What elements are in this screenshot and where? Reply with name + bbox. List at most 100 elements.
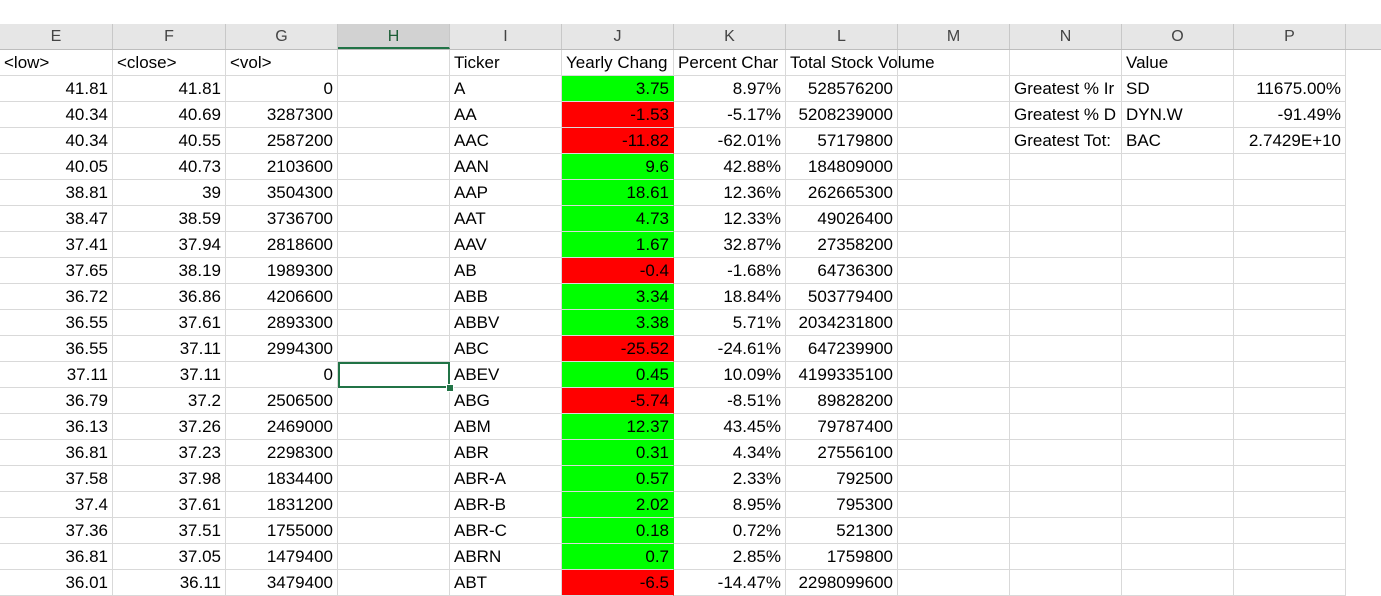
cell-j-8[interactable]: -0.4 — [562, 258, 674, 284]
cell-p-8[interactable] — [1234, 258, 1346, 284]
cell-p-9[interactable] — [1234, 284, 1346, 310]
cell-e-17[interactable]: 37.4 — [0, 492, 113, 518]
column-header-g[interactable]: G — [226, 24, 338, 49]
cell-k-13[interactable]: -8.51% — [674, 388, 786, 414]
cell-p-2[interactable]: -91.49% — [1234, 102, 1346, 128]
cell-k-11[interactable]: -24.61% — [674, 336, 786, 362]
cell-l-11[interactable]: 647239900 — [786, 336, 898, 362]
cell-f-15[interactable]: 37.23 — [113, 440, 226, 466]
cell-g-1[interactable]: 0 — [226, 76, 338, 102]
cell-e-7[interactable]: 37.41 — [0, 232, 113, 258]
cell-k-20[interactable]: -14.47% — [674, 570, 786, 596]
cell-o-1[interactable]: SD — [1122, 76, 1234, 102]
cell-i-14[interactable]: ABM — [450, 414, 562, 440]
cell-n-11[interactable] — [1010, 336, 1122, 362]
cell-h-11[interactable] — [338, 336, 450, 362]
cell-n-19[interactable] — [1010, 544, 1122, 570]
cell-f-3[interactable]: 40.55 — [113, 128, 226, 154]
header-cell-j[interactable]: Yearly Chang — [562, 50, 674, 76]
cell-p-17[interactable] — [1234, 492, 1346, 518]
cell-l-14[interactable]: 79787400 — [786, 414, 898, 440]
cell-h-18[interactable] — [338, 518, 450, 544]
cell-o-4[interactable] — [1122, 154, 1234, 180]
cell-m-14[interactable] — [898, 414, 1010, 440]
cell-o-18[interactable] — [1122, 518, 1234, 544]
cell-m-3[interactable] — [898, 128, 1010, 154]
cell-p-19[interactable] — [1234, 544, 1346, 570]
cell-f-4[interactable]: 40.73 — [113, 154, 226, 180]
cell-h-15[interactable] — [338, 440, 450, 466]
cell-p-3[interactable]: 2.7429E+10 — [1234, 128, 1346, 154]
column-header-h[interactable]: H — [338, 24, 450, 49]
cell-j-10[interactable]: 3.38 — [562, 310, 674, 336]
cell-f-16[interactable]: 37.98 — [113, 466, 226, 492]
cell-l-7[interactable]: 27358200 — [786, 232, 898, 258]
cell-e-12[interactable]: 37.11 — [0, 362, 113, 388]
cell-o-6[interactable] — [1122, 206, 1234, 232]
cell-h-16[interactable] — [338, 466, 450, 492]
column-header-m[interactable]: M — [898, 24, 1010, 49]
cell-i-3[interactable]: AAC — [450, 128, 562, 154]
cell-m-1[interactable] — [898, 76, 1010, 102]
cell-i-16[interactable]: ABR-A — [450, 466, 562, 492]
cell-n-17[interactable] — [1010, 492, 1122, 518]
cell-l-3[interactable]: 57179800 — [786, 128, 898, 154]
cell-g-7[interactable]: 2818600 — [226, 232, 338, 258]
cell-f-12[interactable]: 37.11 — [113, 362, 226, 388]
cell-h-1[interactable] — [338, 76, 450, 102]
cell-e-1[interactable]: 41.81 — [0, 76, 113, 102]
cell-k-18[interactable]: 0.72% — [674, 518, 786, 544]
column-header-e[interactable]: E — [0, 24, 113, 49]
cell-k-19[interactable]: 2.85% — [674, 544, 786, 570]
cell-j-9[interactable]: 3.34 — [562, 284, 674, 310]
cell-p-20[interactable] — [1234, 570, 1346, 596]
cell-m-19[interactable] — [898, 544, 1010, 570]
cell-j-19[interactable]: 0.7 — [562, 544, 674, 570]
cell-n-10[interactable] — [1010, 310, 1122, 336]
cell-l-9[interactable]: 503779400 — [786, 284, 898, 310]
cell-h-20[interactable] — [338, 570, 450, 596]
column-header-n[interactable]: N — [1010, 24, 1122, 49]
cell-o-14[interactable] — [1122, 414, 1234, 440]
cell-m-2[interactable] — [898, 102, 1010, 128]
cell-i-13[interactable]: ABG — [450, 388, 562, 414]
cell-i-17[interactable]: ABR-B — [450, 492, 562, 518]
cell-h-19[interactable] — [338, 544, 450, 570]
cell-n-20[interactable] — [1010, 570, 1122, 596]
cell-k-6[interactable]: 12.33% — [674, 206, 786, 232]
cell-f-1[interactable]: 41.81 — [113, 76, 226, 102]
cell-p-6[interactable] — [1234, 206, 1346, 232]
cell-m-18[interactable] — [898, 518, 1010, 544]
cell-p-13[interactable] — [1234, 388, 1346, 414]
header-cell-k[interactable]: Percent Char — [674, 50, 786, 76]
cell-p-5[interactable] — [1234, 180, 1346, 206]
column-header-f[interactable]: F — [113, 24, 226, 49]
cell-i-8[interactable]: AB — [450, 258, 562, 284]
cell-k-1[interactable]: 8.97% — [674, 76, 786, 102]
cell-j-6[interactable]: 4.73 — [562, 206, 674, 232]
cell-m-13[interactable] — [898, 388, 1010, 414]
cell-i-7[interactable]: AAV — [450, 232, 562, 258]
cell-h-17[interactable] — [338, 492, 450, 518]
cell-n-6[interactable] — [1010, 206, 1122, 232]
cell-g-11[interactable]: 2994300 — [226, 336, 338, 362]
cell-f-14[interactable]: 37.26 — [113, 414, 226, 440]
cell-f-5[interactable]: 39 — [113, 180, 226, 206]
cell-o-17[interactable] — [1122, 492, 1234, 518]
cell-n-5[interactable] — [1010, 180, 1122, 206]
cell-j-5[interactable]: 18.61 — [562, 180, 674, 206]
cell-h-14[interactable] — [338, 414, 450, 440]
cell-l-19[interactable]: 1759800 — [786, 544, 898, 570]
cell-h-7[interactable] — [338, 232, 450, 258]
cell-h-6[interactable] — [338, 206, 450, 232]
cell-e-16[interactable]: 37.58 — [0, 466, 113, 492]
cell-e-13[interactable]: 36.79 — [0, 388, 113, 414]
cell-h-4[interactable] — [338, 154, 450, 180]
cell-f-20[interactable]: 36.11 — [113, 570, 226, 596]
cell-n-15[interactable] — [1010, 440, 1122, 466]
cell-k-4[interactable]: 42.88% — [674, 154, 786, 180]
cell-i-4[interactable]: AAN — [450, 154, 562, 180]
cell-g-15[interactable]: 2298300 — [226, 440, 338, 466]
header-cell-e[interactable]: <low> — [0, 50, 113, 76]
cell-m-17[interactable] — [898, 492, 1010, 518]
